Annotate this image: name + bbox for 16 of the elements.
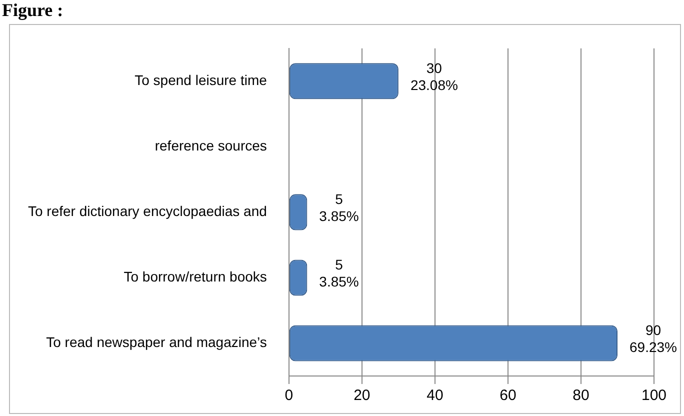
x-tick-label: 40 xyxy=(426,387,444,404)
y-tick-label: reference sources xyxy=(154,138,267,154)
x-tick-label: 60 xyxy=(500,387,516,404)
data-label: 5 3.85% xyxy=(319,191,359,224)
text: Figure : xyxy=(2,0,64,21)
x-tick-label: 20 xyxy=(354,387,370,404)
y-tick-label: To refer dictionary encyclopaedias and xyxy=(28,203,267,220)
data-label: 90 69.23% xyxy=(629,322,677,356)
y-tick-label: To read newspaper and magazine’s xyxy=(46,334,267,350)
y-tick-label: To borrow/return books xyxy=(124,268,267,285)
data-label: 5 3.85% xyxy=(319,256,359,290)
data-label: 30 23.08% xyxy=(410,60,458,94)
x-tick-label: 100 xyxy=(641,387,667,404)
x-tick-label: 80 xyxy=(572,387,590,404)
x-tick-label: 0 xyxy=(284,387,294,404)
y-tick-label: To spend leisure time xyxy=(134,72,268,88)
